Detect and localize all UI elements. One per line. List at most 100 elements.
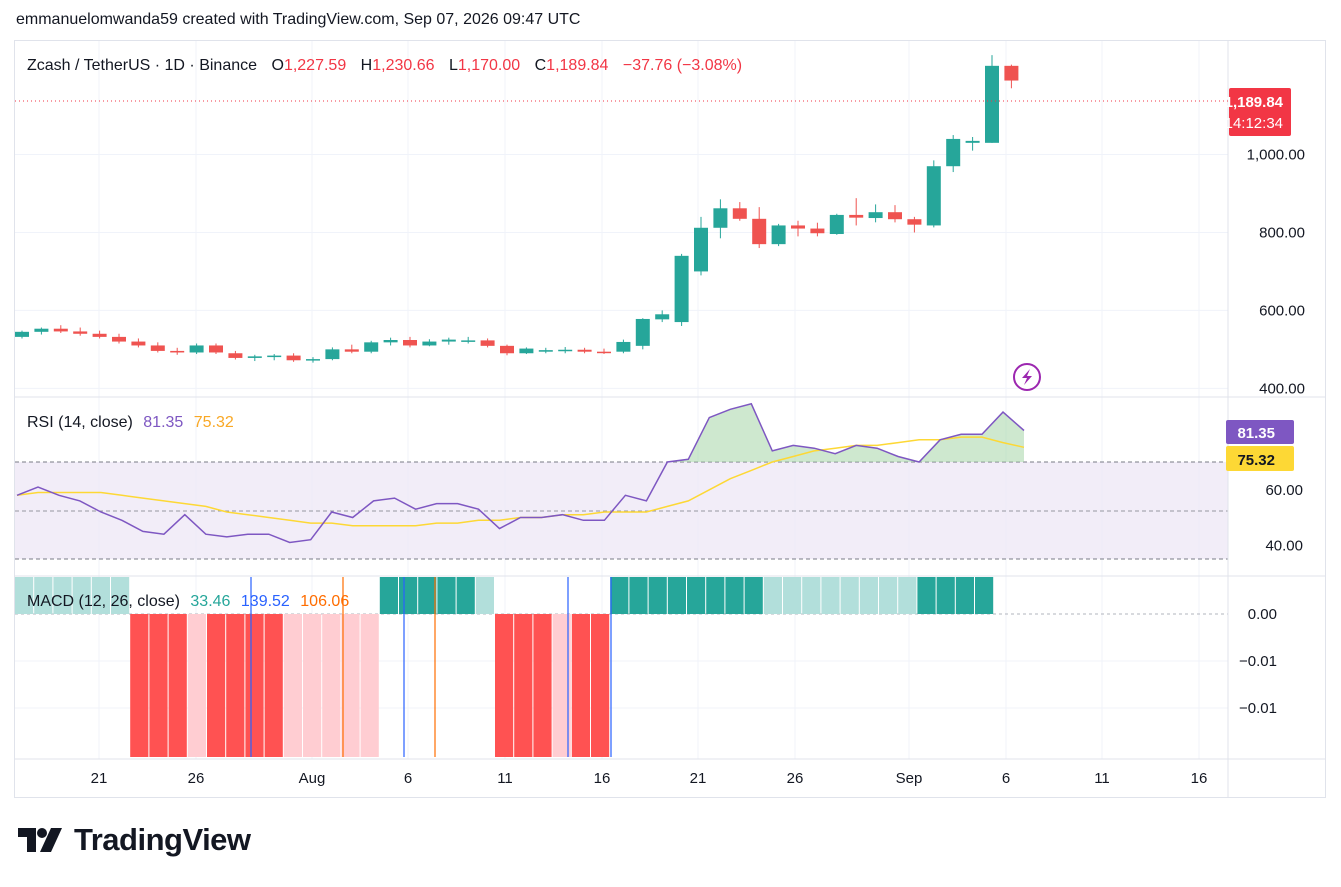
- svg-text:75.32: 75.32: [1237, 452, 1275, 469]
- macd-hist-bar: [898, 577, 917, 614]
- candle-body: [732, 208, 747, 219]
- macd-hist-bar: [802, 577, 821, 614]
- macd-hist-bar: [456, 577, 475, 614]
- macd-hist-bar: [629, 577, 648, 614]
- candle: [965, 136, 980, 151]
- rsi-legend[interactable]: RSI (14, close) 81.35 75.32: [27, 414, 234, 431]
- tradingview-logo[interactable]: TradingView: [18, 822, 251, 858]
- macd-hist-bar: [706, 577, 725, 614]
- macd-axis[interactable]: 0.00 −0.01 −0.01: [1239, 606, 1277, 717]
- candle: [112, 333, 126, 344]
- symbol-name: Zcash / TetherUS · 1D · Binance: [27, 57, 257, 74]
- candle-body: [635, 318, 650, 346]
- price-tick-label: 1,000.00: [1247, 147, 1305, 164]
- time-axis[interactable]: 21 26 Aug 6 11 16 21 26 Sep 6 11 16: [91, 770, 1208, 787]
- candle: [732, 202, 747, 221]
- candle-body: [655, 314, 670, 320]
- candle-body: [112, 336, 126, 342]
- time-tick-label: 26: [787, 770, 804, 787]
- macd-hist-bar: [379, 577, 398, 614]
- time-tick-label: 26: [188, 770, 205, 787]
- close-value: 1,189.84: [546, 57, 608, 74]
- candle-body: [538, 350, 553, 352]
- candle-body: [92, 333, 107, 337]
- macd-tick-label: 0.00: [1248, 606, 1277, 623]
- time-tick-label: 6: [1002, 770, 1010, 787]
- candle: [868, 204, 883, 223]
- candle: [441, 337, 456, 345]
- candle-body: [228, 353, 243, 358]
- candle: [344, 344, 359, 354]
- candle-body: [306, 359, 320, 361]
- open-value: 1,227.59: [284, 57, 346, 74]
- candle: [403, 336, 417, 348]
- candle: [170, 347, 185, 355]
- macd-legend[interactable]: MACD (12, 26, close) 33.46 139.52 106.06: [27, 593, 349, 610]
- candle-body: [558, 349, 573, 352]
- macd-hist-bar: [91, 577, 110, 614]
- candle: [985, 55, 999, 143]
- candle: [131, 338, 146, 348]
- candle: [829, 213, 844, 235]
- macd-hist-bar: [149, 614, 168, 757]
- macd-hist-bar: [744, 577, 763, 614]
- macd-hist-bar: [936, 577, 955, 614]
- macd-hist-bar: [610, 577, 629, 614]
- macd-hist-bar: [437, 577, 456, 614]
- candle-body: [480, 340, 495, 346]
- macd-hist-bar: [53, 577, 72, 614]
- candle: [247, 354, 262, 362]
- candle-body: [946, 138, 961, 167]
- macd-hist-bar: [264, 614, 283, 757]
- macd-hist-bar: [879, 577, 898, 614]
- chart-caption: emmanuelomwanda59 created with TradingVi…: [16, 11, 581, 28]
- macd-hist-bar: [955, 577, 974, 614]
- candle-body: [868, 212, 883, 219]
- candle: [15, 330, 29, 339]
- candle: [209, 343, 223, 355]
- candle-body: [888, 212, 902, 220]
- macd-hist-bar: [533, 614, 552, 757]
- candle-body: [189, 345, 204, 353]
- macd-hist-bar: [840, 577, 859, 614]
- candle: [538, 347, 553, 354]
- rsi-overbought-fill: [17, 403, 1024, 463]
- macd-hist-bar: [130, 614, 149, 757]
- macd-hist-bar: [859, 577, 878, 614]
- candle-body: [34, 328, 49, 332]
- time-tick-label: Aug: [299, 770, 326, 787]
- candle: [228, 350, 243, 360]
- lightning-icon[interactable]: [1013, 363, 1041, 391]
- candle-body: [53, 328, 68, 332]
- candle: [73, 327, 88, 336]
- candle-body: [907, 219, 922, 225]
- candle-body: [131, 341, 146, 346]
- time-tick-label: 6: [404, 770, 412, 787]
- price-tick-label: 600.00: [1259, 302, 1305, 319]
- macd-hist-bar: [283, 614, 302, 757]
- macd-hist-bar: [514, 614, 533, 757]
- rsi-axis[interactable]: 40.00 60.00: [1265, 482, 1303, 554]
- svg-text:81.35: 81.35: [1237, 425, 1275, 442]
- rsi-series: [16, 402, 1025, 544]
- candle-body: [616, 341, 631, 352]
- time-tick-label: 11: [1094, 770, 1110, 787]
- candle: [383, 337, 398, 346]
- candle-body: [209, 345, 223, 353]
- candle-body: [73, 331, 88, 334]
- candle-body: [849, 214, 864, 218]
- candle: [306, 357, 320, 363]
- price-tick-label: 400.00: [1259, 380, 1305, 397]
- price-axis[interactable]: 400.00 600.00 800.00 1,000.00: [1247, 147, 1305, 398]
- symbol-legend[interactable]: Zcash / TetherUS · 1D · Binance O1,227.5…: [27, 57, 742, 74]
- candle: [519, 347, 534, 355]
- rsi-line: [16, 402, 1025, 544]
- macd-hist-bar: [495, 614, 514, 757]
- price-tick-label: 800.00: [1259, 224, 1305, 241]
- candle-body: [403, 340, 417, 346]
- candle-body: [364, 342, 379, 352]
- macd-hist-bar: [34, 577, 53, 614]
- chart-frame[interactable]: 400.00 600.00 800.00 1,000.00 40.00 60.00 0.…: [14, 40, 1326, 798]
- macd-hist-bar: [245, 614, 264, 757]
